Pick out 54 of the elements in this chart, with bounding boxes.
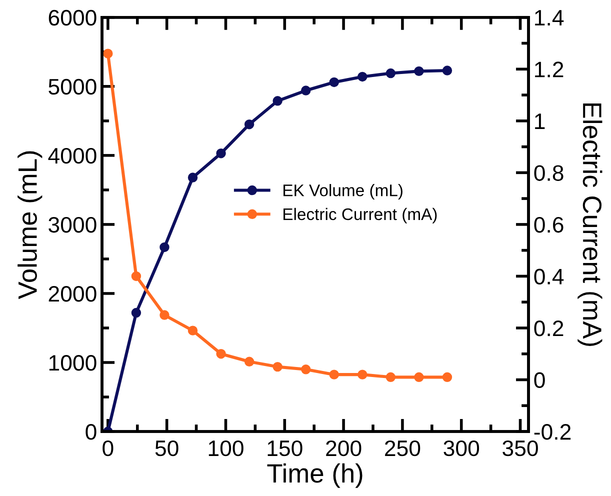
point: [272, 96, 282, 106]
legend-label: Electric Current (mA): [284, 208, 437, 224]
point: [103, 48, 113, 58]
y2-tick-label: 0.8: [534, 165, 564, 181]
x-tick-label: 350: [502, 440, 538, 456]
point: [160, 310, 170, 320]
point: [358, 72, 368, 82]
x-tick-label: 0: [102, 440, 114, 456]
point: [131, 271, 142, 282]
point: [329, 77, 339, 88]
x-tick-label: 150: [268, 440, 302, 456]
point: [244, 356, 254, 366]
y-tick-label: 6000: [48, 10, 96, 26]
point: [188, 326, 198, 336]
y-tick-label: 5000: [48, 78, 96, 95]
point: [160, 242, 170, 252]
point: [216, 349, 226, 359]
y2-tick-label: 1: [535, 114, 545, 129]
y-tick-label: 3000: [48, 216, 96, 233]
point: [188, 172, 198, 182]
y2-axis-title: Electric Current (mA): [578, 103, 602, 346]
x-tick-label: 200: [326, 440, 362, 456]
y2-tick-label: 0.4: [534, 268, 564, 284]
y-tick-label: 2000: [48, 286, 96, 302]
y-tick-label: 4000: [48, 148, 96, 164]
point: [300, 86, 311, 96]
point: [216, 148, 226, 158]
point: [300, 364, 311, 374]
point: [272, 362, 282, 372]
x-axis-title: Time (h): [267, 463, 362, 488]
y2-tick-label: 0.2: [534, 320, 564, 336]
point: [244, 119, 254, 130]
point: [329, 370, 339, 380]
point: [442, 66, 452, 76]
y-tick-label: 0: [86, 424, 96, 440]
y2-tick-label: 0.6: [534, 216, 564, 233]
x-tick-label: 250: [385, 440, 420, 456]
y2-tick-label: -0.2: [534, 424, 571, 440]
point: [442, 372, 452, 382]
x-tick-label: 100: [208, 440, 244, 456]
point: [358, 370, 368, 380]
y2-tick-label: 1.2: [535, 62, 564, 78]
point: [131, 308, 142, 318]
y2-tick-label: 0: [534, 372, 545, 388]
y-tick-label: 1000: [49, 355, 96, 371]
point: [414, 66, 424, 76]
y2-tick-label: 1.4: [535, 10, 564, 26]
x-tick-label: 300: [444, 440, 480, 456]
y-axis-title: Volume (mL): [18, 151, 42, 300]
point: [386, 372, 396, 382]
point: [414, 372, 424, 382]
legend-label: EK Volume (mL): [284, 184, 402, 200]
x-tick-label: 50: [155, 440, 178, 456]
point: [386, 68, 396, 78]
